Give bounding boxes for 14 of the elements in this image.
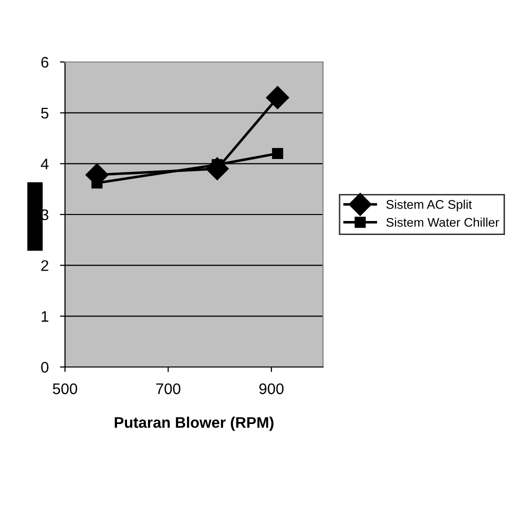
point (266, 86, 290, 110)
y-tick-label: 4 (40, 158, 49, 170)
x-tick-label: 700 (156, 383, 180, 394)
x-tick-label: 500 (52, 383, 78, 394)
y-tick-label: 2 (41, 260, 48, 271)
legend-label: Sistem Water Chiller (386, 218, 500, 227)
point (272, 148, 284, 160)
y-tick-label: 1 (42, 311, 48, 322)
legend-label: Sistem AC Split (386, 200, 472, 212)
x-tick-label: 900 (259, 383, 284, 394)
y-tick-label: 6 (41, 56, 48, 68)
y-tick-label: 0 (41, 362, 48, 373)
x-axis-title: Putaran Blower (RPM) (114, 416, 274, 431)
y-tick-label: 5 (41, 108, 48, 119)
